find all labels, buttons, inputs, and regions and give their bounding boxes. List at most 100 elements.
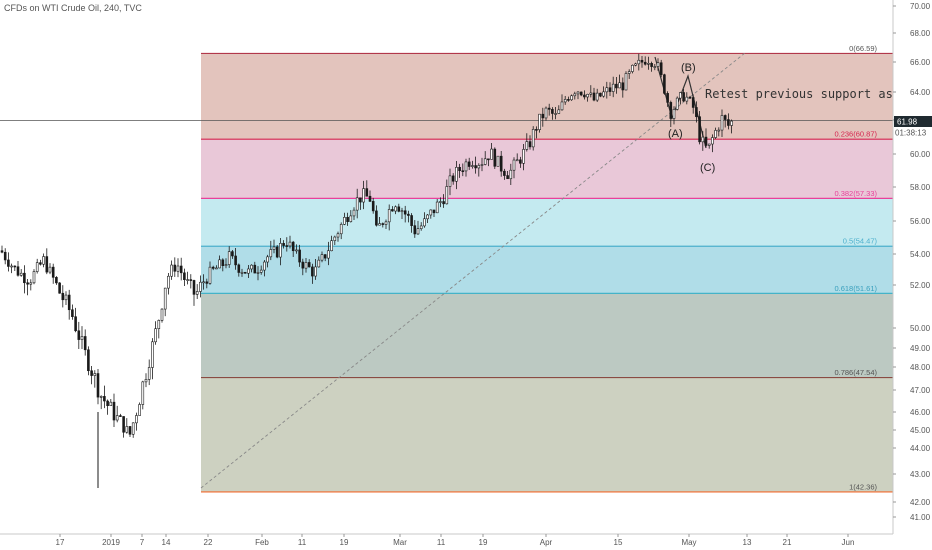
candle-body: [608, 87, 612, 92]
time-axis[interactable]: 17 2019 7 14 22 Feb 11 19 Mar 11 19 Apr 15 May 13 21 Jun: [0, 533, 932, 550]
candle-body: [61, 292, 65, 301]
candle-body: [624, 73, 628, 91]
price-tick-label: 68.00: [910, 29, 931, 38]
wave-label-a[interactable]: (A): [668, 128, 683, 140]
price-tick-label: 64.00: [910, 88, 931, 97]
time-tick-label: 21: [783, 538, 792, 547]
candle-body: [151, 341, 154, 368]
price-tick-label: 42.00: [910, 498, 931, 507]
candle-body: [704, 136, 708, 146]
candle-body: [275, 246, 279, 258]
dashed-trendline: [200, 52, 746, 489]
candle-body: [483, 158, 487, 165]
candle-body: [445, 186, 449, 205]
candle-body: [727, 119, 730, 126]
candle-body: [506, 175, 509, 180]
candle-body: [499, 155, 503, 172]
candle-body: [576, 91, 580, 95]
price-axis[interactable]: 70.0068.0066.0064.0062.0060.0058.0056.00…: [892, 0, 932, 550]
candle-body: [695, 107, 698, 117]
candle-body: [307, 262, 311, 268]
candle-body: [243, 271, 247, 274]
candle-body: [435, 201, 439, 214]
candle-body: [426, 214, 429, 220]
wave-label-b[interactable]: (B): [681, 62, 696, 74]
candle-body: [64, 294, 68, 301]
candle-body: [237, 264, 241, 273]
candle-body: [128, 426, 132, 435]
candle-body: [163, 287, 167, 310]
current-price-value: 61.98: [897, 118, 918, 127]
candle-body: [195, 291, 199, 295]
candle-body: [490, 148, 493, 160]
candle-body: [352, 209, 356, 217]
candle-body: [298, 249, 301, 263]
candle-body: [371, 201, 375, 212]
chart-title: CFDs on WTI Crude Oil, 240, TVC: [4, 3, 142, 13]
candle-body: [279, 243, 282, 258]
candle-body: [3, 251, 7, 261]
candle-body: [301, 261, 305, 269]
candle-body: [263, 261, 266, 271]
wave-label-c[interactable]: (C): [700, 162, 715, 174]
candle-body: [442, 201, 445, 205]
candle-body: [429, 209, 433, 216]
fibonacci-levels[interactable]: 0(66.59) 0.236(60.87) 0.382(57.33) 0.5(54.4…: [201, 44, 893, 493]
candle-body: [346, 217, 349, 222]
candle-body: [531, 129, 535, 148]
candle-body: [256, 272, 260, 274]
candle-body: [650, 63, 653, 67]
candle-body: [509, 169, 513, 180]
candle-body: [595, 92, 599, 101]
candle-body: [525, 141, 529, 150]
candle-body: [698, 116, 701, 143]
candle-body: [240, 271, 244, 274]
fib-zone-1: [201, 139, 893, 199]
fib-level-label-0.786: 0.786(47.54): [834, 368, 877, 377]
candle-body: [567, 99, 570, 101]
candle-body: [365, 188, 369, 197]
price-tick-label: 60.00: [910, 150, 931, 159]
price-tick-label: 43.00: [910, 470, 931, 479]
candle-body: [410, 215, 413, 226]
candle-body: [477, 165, 481, 169]
candle-body: [144, 379, 148, 383]
candle-body: [563, 99, 567, 103]
candle-body: [282, 243, 285, 246]
time-tick-label: 19: [479, 538, 488, 547]
candle-body: [637, 59, 641, 65]
candle-body: [467, 161, 471, 167]
annotation-retest-label[interactable]: Retest previous support as res: [705, 87, 922, 101]
candle-body: [224, 264, 228, 266]
candle-body: [493, 148, 497, 167]
candle-body: [407, 213, 410, 216]
price-tick-label: 66.00: [910, 58, 931, 67]
candle-body: [327, 250, 330, 259]
price-tick-label: 44.00: [910, 444, 931, 453]
candle-body: [605, 87, 609, 93]
candle-body: [55, 277, 58, 284]
candle-body: [423, 218, 426, 227]
candle-body: [247, 268, 250, 274]
candle-body: [192, 280, 196, 295]
candle-body: [656, 62, 660, 67]
candle-body: [519, 159, 522, 164]
candle-body: [170, 264, 173, 277]
candle-body: [336, 233, 340, 238]
candle-body: [74, 316, 77, 332]
candle-body: [218, 259, 221, 269]
chart-annotations: Retest previous support as res (A) (B) (…: [668, 62, 922, 174]
candle-body: [544, 107, 548, 119]
price-tick-label: 48.00: [910, 363, 931, 372]
price-tick-label: 49.00: [910, 344, 931, 353]
candle-body: [397, 206, 401, 212]
candle-body: [333, 236, 337, 241]
candle-body: [227, 251, 231, 265]
candle-body: [231, 251, 234, 257]
candle-body: [522, 149, 525, 164]
candle-body: [42, 256, 45, 265]
candle-body: [701, 136, 705, 143]
fib-zone-2: [201, 198, 893, 247]
